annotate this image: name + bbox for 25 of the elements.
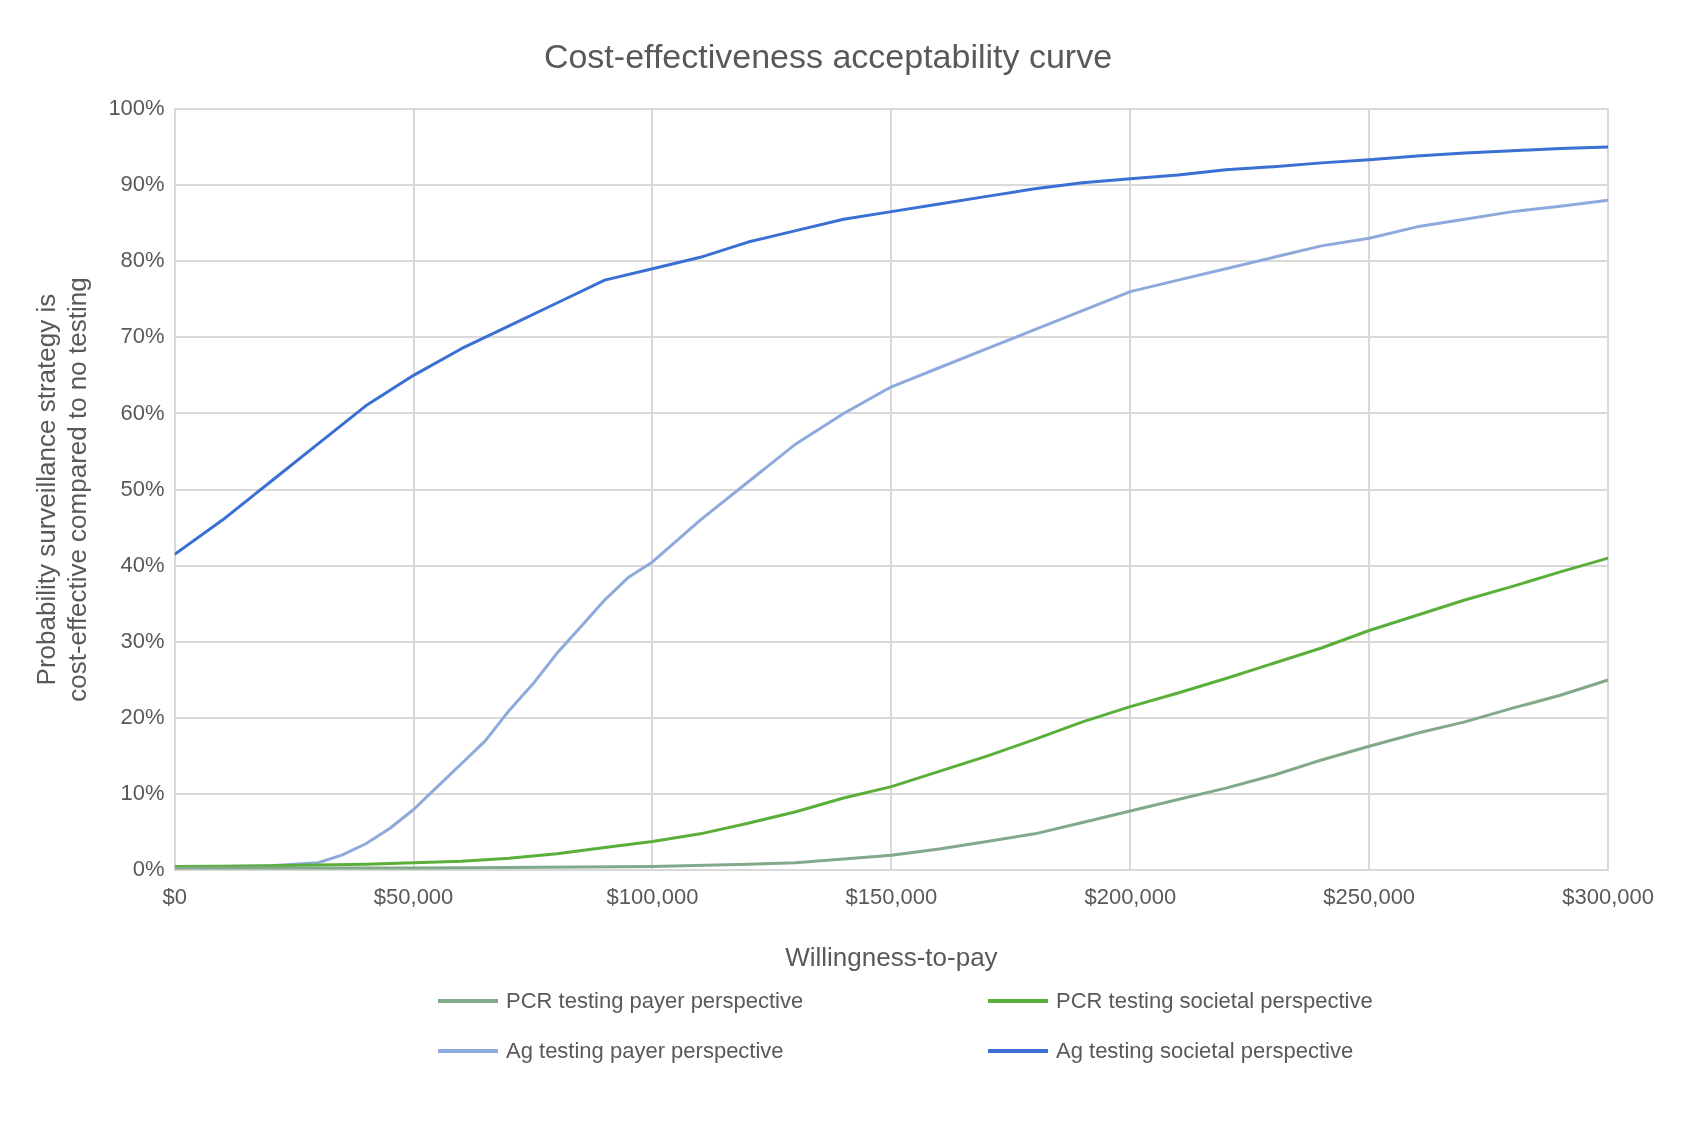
y-tick-label: 100% <box>108 94 165 120</box>
y-tick-label: 50% <box>120 475 165 501</box>
x-axis-title: Willingness-to-pay <box>785 941 998 972</box>
x-tick-label: $300,000 <box>1562 883 1654 909</box>
y-tick-label: 70% <box>120 323 165 349</box>
chart-title: Cost-effectiveness acceptability curve <box>543 36 1113 75</box>
y-tick-label: 80% <box>120 247 165 273</box>
y-axis-title: Probability surveillance strategy is cost-effective compared to no testing <box>30 277 92 702</box>
legend-label: PCR testing societal perspective <box>1056 988 1373 1014</box>
legend-label: PCR testing payer perspective <box>506 988 804 1014</box>
y-tick-label: 10% <box>120 780 165 806</box>
legend-label: Ag testing payer perspective <box>506 1038 784 1064</box>
legend-label: Ag testing societal perspective <box>1056 1038 1354 1064</box>
y-tick-label: 20% <box>120 704 165 730</box>
x-tick-label: $50,000 <box>373 883 454 909</box>
y-tick-label: 0% <box>132 856 165 882</box>
x-tick-label: $250,000 <box>1323 883 1416 909</box>
y-tick-label: 30% <box>120 627 165 653</box>
y-tick-label: 60% <box>120 399 165 425</box>
y-tick-label: 40% <box>120 551 165 577</box>
x-tick-label: $0 <box>162 883 187 909</box>
x-tick-label: $100,000 <box>606 883 699 909</box>
y-tick-label: 90% <box>120 171 165 197</box>
x-tick-label: $200,000 <box>1084 883 1177 909</box>
x-tick-label: $150,000 <box>845 883 938 909</box>
